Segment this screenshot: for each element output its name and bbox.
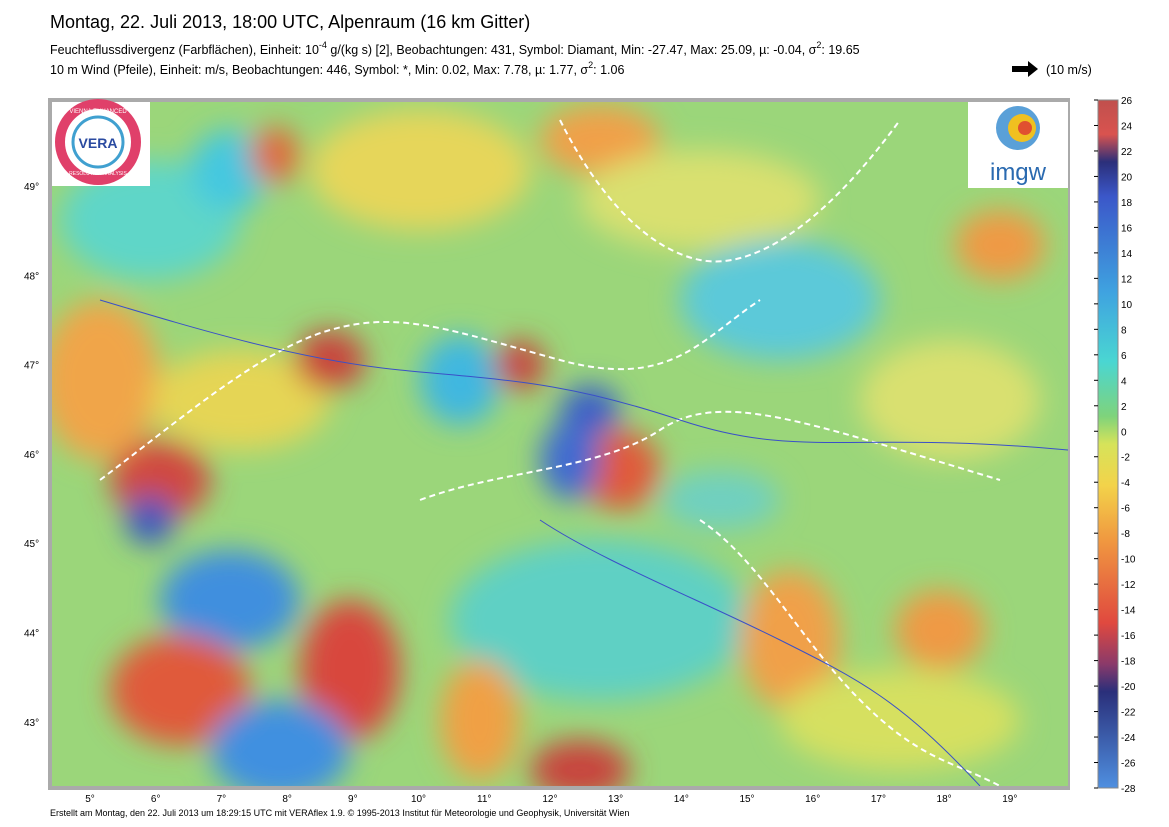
- colorbar-label: 2: [1121, 402, 1127, 413]
- colorbar-label: -22: [1121, 708, 1136, 719]
- lon-label: 12°: [542, 794, 557, 805]
- field: [52, 105, 1045, 786]
- lon-label: 13°: [608, 794, 623, 805]
- superscript: 2: [588, 60, 593, 70]
- colorbar-label: -10: [1121, 555, 1136, 566]
- logo-text: VIENNA ENHANCED: [69, 109, 127, 115]
- lon-label: 6°: [151, 794, 161, 805]
- colorbar-label: 8: [1121, 325, 1127, 336]
- subtitle: Feuchteflussdivergenz (Farbflächen), Ein…: [50, 40, 860, 57]
- lon-label: 10°: [411, 794, 426, 805]
- lat-label: 45°: [24, 539, 39, 550]
- colorbar-label: 14: [1121, 249, 1133, 260]
- colorbar-label: 18: [1121, 198, 1133, 209]
- colorbar-label: -20: [1121, 682, 1136, 693]
- lat-label: 43°: [24, 718, 39, 729]
- labels: 49° 48° 47° 46° 45° 44° 43° 5° 6° 7° 8° 9° 10° 11° 12°…: [24, 96, 1136, 805]
- footer: Erstellt am Montag, den 22. Juli 2013 um…: [50, 808, 629, 818]
- colorbar-label: 4: [1121, 376, 1127, 387]
- colorbar-label: 10: [1121, 300, 1133, 311]
- colorbar-label: -16: [1121, 631, 1136, 642]
- colorbar-label: -26: [1121, 759, 1136, 770]
- colorbar-label: 22: [1121, 147, 1133, 158]
- lat-label: 46°: [24, 450, 39, 461]
- map: [52, 102, 1068, 786]
- lon-label: 5°: [85, 794, 95, 805]
- colorbar-label: -14: [1121, 606, 1136, 617]
- lon-label: 14°: [674, 794, 689, 805]
- colorbar-label: -28: [1121, 784, 1136, 795]
- logo-text: imgw: [990, 159, 1047, 186]
- lon-label: 19°: [1002, 794, 1017, 805]
- subtitle-part: : 19.65: [821, 43, 859, 57]
- logo-right: imgw: [968, 102, 1068, 188]
- borders: [99, 119, 1001, 786]
- logo-text: RESOLUTION ANALYSIS: [69, 171, 127, 177]
- colorbar: [1097, 99, 1119, 789]
- colorbar-label: 0: [1121, 427, 1127, 438]
- subtitle: 10 m Wind (Pfeile), Einheit: m/s, Beobac…: [50, 60, 624, 77]
- subtitle-part: 10 m Wind (Pfeile), Einheit: m/s, Beobac…: [50, 63, 588, 77]
- lat-label: 48°: [24, 271, 39, 282]
- colorbar-label: -2: [1121, 453, 1130, 464]
- colorbar-label: -12: [1121, 580, 1136, 591]
- colorbar-label: -18: [1121, 657, 1136, 668]
- subtitle-part: Feuchteflussdivergenz (Farbflächen), Ein…: [50, 43, 319, 57]
- title: Montag, 22. Juli 2013, 18:00 UTC, Alpenr…: [50, 12, 530, 32]
- lon-label: 15°: [739, 794, 754, 805]
- subtitle-part: : 1.06: [593, 63, 624, 77]
- lon-label: 11°: [477, 794, 491, 805]
- lon-label: 9°: [348, 794, 358, 805]
- wind-scale-label: (10 m/s): [1046, 63, 1092, 77]
- colorbar-label: 26: [1121, 96, 1133, 107]
- lon-label: 17°: [871, 794, 886, 805]
- colorbar-label: 12: [1121, 274, 1133, 285]
- lon-label: 7°: [217, 794, 227, 805]
- colorbar-label: 6: [1121, 351, 1127, 362]
- colorbar-label: 20: [1121, 172, 1133, 183]
- colorbar-label: 16: [1121, 223, 1133, 234]
- rivers: [99, 299, 1068, 786]
- colorbar-label: -8: [1121, 529, 1130, 540]
- colorbar-label: -6: [1121, 504, 1130, 515]
- lon-label: 8°: [282, 794, 292, 805]
- subtitle-part: g/(kg s) [2], Beobachtungen: 431, Symbol…: [327, 43, 817, 57]
- lat-label: 47°: [24, 361, 39, 372]
- lat-label: 44°: [24, 629, 39, 640]
- lat-label: 49°: [24, 182, 39, 193]
- colorbar-label: 24: [1121, 121, 1133, 132]
- lon-label: 16°: [805, 794, 820, 805]
- logo-text: VERA: [79, 135, 118, 151]
- superscript: -4: [319, 40, 327, 50]
- superscript: 2: [816, 40, 821, 50]
- logo-left: VIENNA ENHANCED RESOLUTION ANALYSIS VERA: [52, 99, 150, 186]
- colorbar-label: -24: [1121, 733, 1136, 744]
- wind-scale-arrow: [1012, 61, 1038, 77]
- colorbar-label: -4: [1121, 478, 1130, 489]
- lon-label: 18°: [937, 794, 952, 805]
